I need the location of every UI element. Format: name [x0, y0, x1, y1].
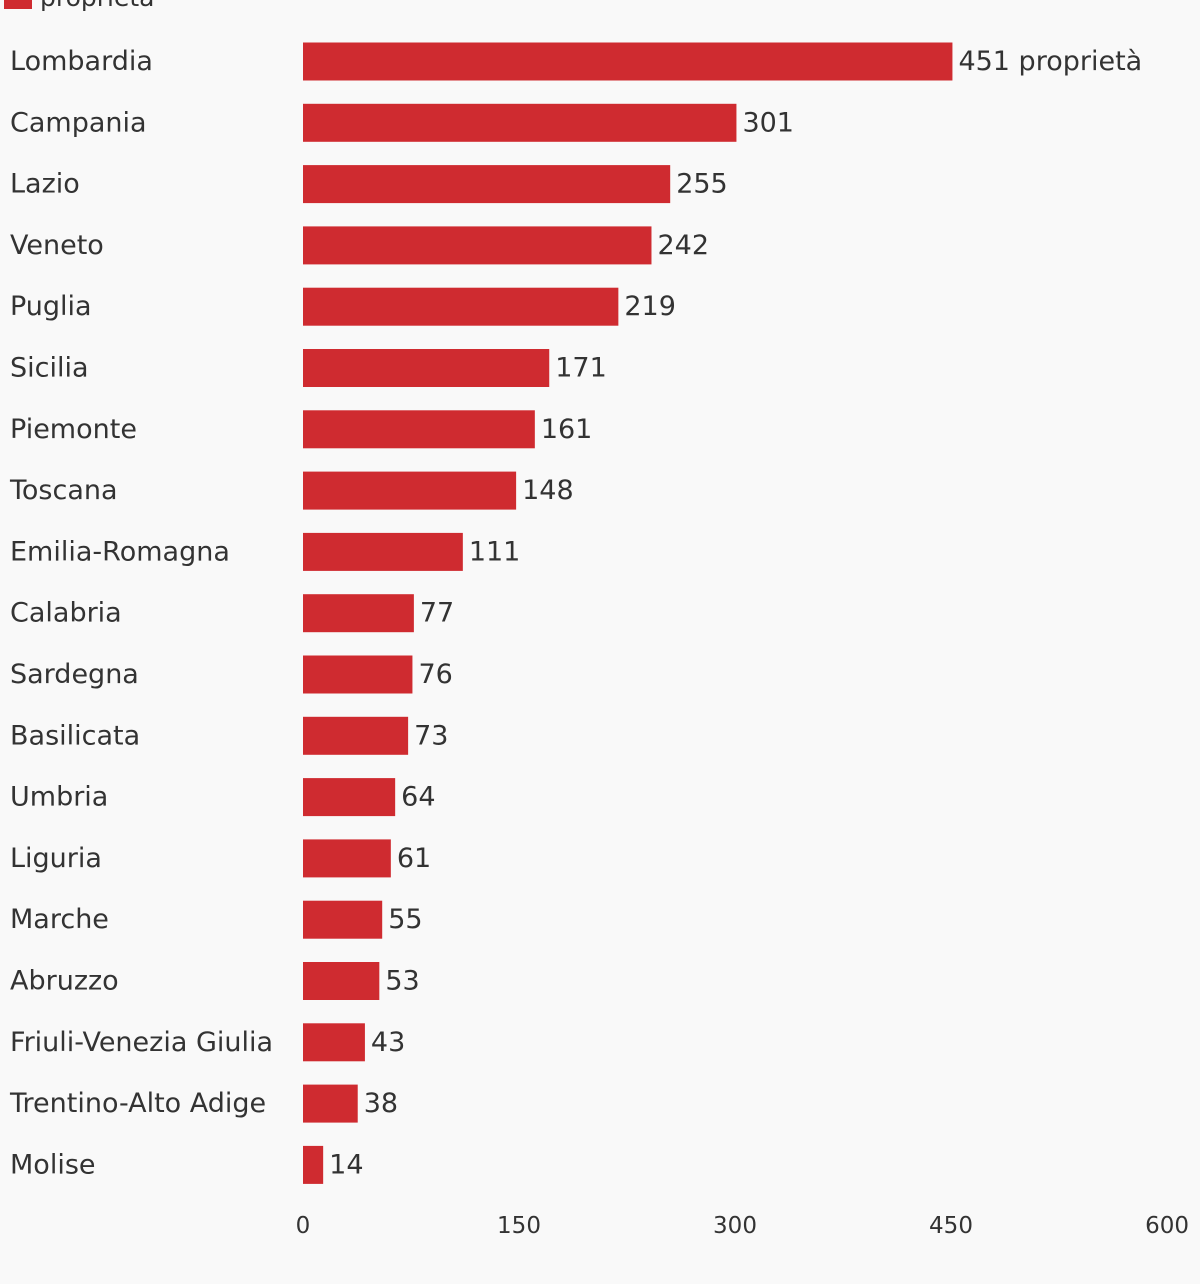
- bar-trentino-alto-adige: [303, 1084, 358, 1123]
- category-label-lazio: Lazio: [10, 169, 80, 200]
- bar-marche: [303, 900, 383, 939]
- bar-basilicata: [303, 716, 409, 755]
- bar-liguria: [303, 839, 391, 878]
- bar-lombardia: [303, 42, 953, 81]
- x-tick-label-600: 600: [1145, 1213, 1189, 1239]
- legend: proprietà: [4, 0, 155, 10]
- category-label-molise: Molise: [10, 1149, 96, 1180]
- category-label-sardegna: Sardegna: [10, 659, 139, 690]
- category-label-campania: Campania: [10, 107, 147, 138]
- category-label-emilia-romagna: Emilia-Romagna: [10, 536, 230, 567]
- data-label-molise: 14: [329, 1149, 363, 1180]
- bar-friuli-venezia-giulia: [303, 1023, 365, 1062]
- category-label-marche: Marche: [10, 904, 109, 935]
- category-label-umbria: Umbria: [10, 782, 108, 813]
- data-label-lombardia: 451 proprietà: [958, 46, 1142, 77]
- bar-sicilia: [303, 349, 550, 387]
- x-tick-label-0: 0: [296, 1213, 311, 1239]
- category-label-puglia: Puglia: [10, 291, 92, 322]
- data-label-basilicata: 73: [414, 720, 448, 751]
- legend-swatch: [4, 0, 32, 9]
- data-label-sicilia: 171: [555, 353, 607, 384]
- legend-label: proprietà: [40, 0, 155, 10]
- data-label-lazio: 255: [676, 169, 728, 200]
- bar-umbria: [303, 778, 396, 817]
- category-label-lombardia: Lombardia: [10, 46, 153, 77]
- category-label-liguria: Liguria: [10, 843, 102, 874]
- category-label-calabria: Calabria: [10, 598, 122, 629]
- data-label-toscana: 148: [522, 475, 574, 506]
- bar-calabria: [303, 594, 414, 633]
- category-label-sicilia: Sicilia: [10, 353, 89, 384]
- data-label-emilia-romagna: 111: [469, 536, 521, 567]
- bar-abruzzo: [303, 962, 380, 1000]
- data-label-sardegna: 76: [418, 659, 452, 690]
- category-label-toscana: Toscana: [9, 475, 118, 506]
- bar-piemonte: [303, 410, 535, 449]
- data-label-umbria: 64: [401, 782, 435, 813]
- data-label-abruzzo: 53: [385, 966, 419, 997]
- bar-puglia: [303, 287, 619, 326]
- category-label-abruzzo: Abruzzo: [10, 966, 119, 997]
- x-tick-label-300: 300: [713, 1213, 757, 1239]
- bar-sardegna: [303, 655, 413, 694]
- data-label-marche: 55: [388, 904, 422, 935]
- x-tick-label-150: 150: [497, 1213, 541, 1239]
- data-label-piemonte: 161: [541, 414, 593, 445]
- category-label-friuli-venezia-giulia: Friuli-Venezia Giulia: [10, 1027, 273, 1058]
- x-axis: 0 150 300 450 600: [296, 1213, 1189, 1239]
- category-label-basilicata: Basilicata: [10, 720, 140, 751]
- data-label-veneto: 242: [657, 230, 709, 261]
- category-label-trentino-alto-adige: Trentino-Alto Adige: [9, 1088, 266, 1119]
- bar-toscana: [303, 471, 517, 510]
- data-label-puglia: 219: [624, 291, 676, 322]
- data-label-friuli-venezia-giulia: 43: [371, 1027, 405, 1058]
- data-label-trentino-alto-adige: 38: [364, 1088, 398, 1119]
- data-label-calabria: 77: [420, 598, 454, 629]
- bar-molise: [303, 1145, 324, 1184]
- bar-veneto: [303, 226, 652, 265]
- data-label-campania: 301: [742, 107, 794, 138]
- data-label-liguria: 61: [397, 843, 431, 874]
- bar-emilia-romagna: [303, 532, 463, 571]
- category-label-piemonte: Piemonte: [10, 414, 137, 445]
- bar-campania: [303, 103, 737, 142]
- category-label-veneto: Veneto: [10, 230, 104, 261]
- bar-lazio: [303, 165, 671, 204]
- bar-rows: Lombardia 451 proprietà Campania 301 Lazio 25…: [9, 42, 1142, 1184]
- x-tick-label-450: 450: [929, 1213, 973, 1239]
